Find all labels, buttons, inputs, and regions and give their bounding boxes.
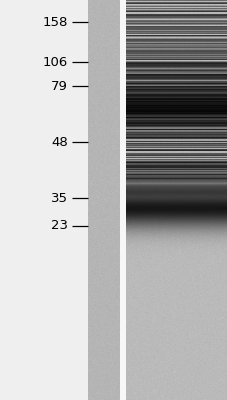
Text: 79: 79: [51, 80, 68, 92]
Text: 23: 23: [51, 220, 68, 232]
Text: 35: 35: [51, 192, 68, 204]
Text: 48: 48: [51, 136, 68, 148]
Text: 106: 106: [42, 56, 68, 68]
Text: 158: 158: [42, 16, 68, 28]
